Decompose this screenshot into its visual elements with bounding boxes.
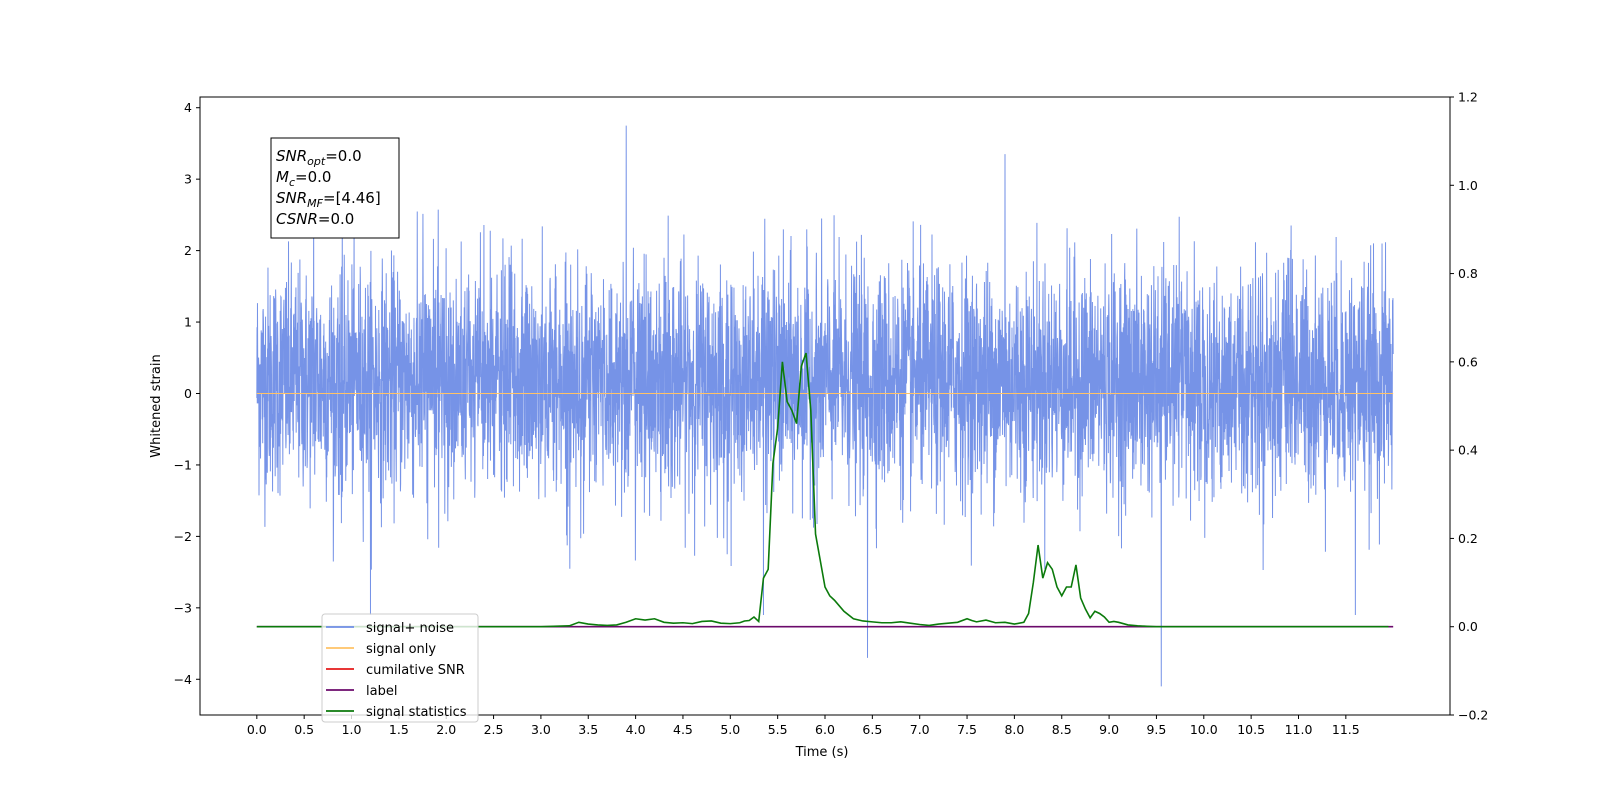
- legend-label: signal only: [366, 642, 436, 657]
- left-y-tick-label: −4: [174, 672, 192, 687]
- x-axis: 0.0 0.5 1.0 1.5 2.0 2.5 3.0 3.5 4.0 4.5 5.0 5.5 6.0 6…: [247, 715, 1360, 737]
- right-y-tick-label: 0.0: [1458, 619, 1478, 634]
- x-tick-label: 5.5: [768, 722, 788, 737]
- legend-label: signal statistics: [366, 705, 467, 720]
- x-tick-label: 4.5: [673, 722, 693, 737]
- x-tick-label: 3.0: [531, 722, 551, 737]
- x-tick-label: 10.5: [1237, 722, 1265, 737]
- x-tick-label: 1.0: [342, 722, 362, 737]
- left-y-tick-label: 3: [184, 172, 192, 187]
- annotation-line: SNRopt=0.0: [276, 147, 362, 168]
- annotation-symbol: M: [276, 168, 289, 186]
- left-y-axis: 4 3 2 1 0 −1 −2 −3 −4: [174, 100, 200, 687]
- left-y-tick-label: 2: [184, 243, 192, 258]
- annotation-line: CSNR=0.0: [276, 210, 354, 228]
- legend-frame: [321, 613, 479, 723]
- x-tick-label: 4.0: [626, 722, 646, 737]
- right-y-tick-label: 0.2: [1458, 531, 1478, 546]
- legend-label: signal+ noise: [366, 621, 454, 636]
- x-tick-label: 3.5: [578, 722, 598, 737]
- right-y-tick-label: 1.2: [1458, 90, 1478, 105]
- annotation-subscript: c: [289, 176, 295, 189]
- x-tick-label: 11.0: [1285, 722, 1313, 737]
- signal-statistics-line: [256, 352, 1389, 628]
- annotation-subscript: MF: [307, 197, 323, 210]
- annotation-subscript: opt: [307, 155, 326, 168]
- x-tick-label: 8.0: [1004, 722, 1024, 737]
- x-tick-label: 2.0: [436, 722, 456, 737]
- x-tick-label: 11.5: [1332, 722, 1360, 737]
- x-tick-label: 5.0: [720, 722, 740, 737]
- right-y-axis: 1.2 1.0 0.8 0.6 0.4 0.2 0.0 −0.2: [1450, 90, 1488, 723]
- signal-noise-line: [256, 125, 1394, 687]
- annotation-value: =0.0: [325, 147, 361, 165]
- x-tick-label: 7.5: [957, 722, 977, 737]
- annotation-frame: [270, 137, 400, 239]
- annotation-value: =[4.46]: [323, 189, 381, 207]
- annotation-value: =0.0: [295, 168, 331, 186]
- x-tick-label: 9.0: [1099, 722, 1119, 737]
- x-tick-label: 0.0: [247, 722, 267, 737]
- left-y-tick-label: −1: [174, 457, 192, 472]
- annotation-symbol: SNR: [276, 147, 307, 165]
- left-y-axis-label: Whitened strain: [149, 354, 164, 457]
- legend-label: cumilative SNR: [366, 663, 465, 678]
- left-y-tick-label: 1: [184, 315, 192, 330]
- x-tick-label: 2.5: [484, 722, 504, 737]
- x-tick-label: 10.0: [1190, 722, 1218, 737]
- legend: signal+ noise signal only cumilative SNR la…: [321, 613, 479, 723]
- right-y-tick-label: −0.2: [1458, 708, 1488, 723]
- legend-label: label: [366, 684, 397, 699]
- x-tick-label: 1.5: [389, 722, 409, 737]
- x-tick-label: 0.5: [294, 722, 314, 737]
- x-tick-label: 8.5: [1052, 722, 1072, 737]
- x-axis-label: Time (s): [795, 745, 849, 760]
- annotation-symbol: SNR: [276, 189, 307, 207]
- annotation-line: Mc=0.0: [276, 168, 331, 189]
- right-y-tick-label: 0.6: [1458, 354, 1478, 369]
- annotation-value: =0.0: [318, 210, 354, 228]
- right-y-tick-label: 0.4: [1458, 443, 1478, 458]
- signal-noise-series: [256, 125, 1394, 687]
- right-y-tick-label: 1.0: [1458, 178, 1478, 193]
- left-y-tick-label: −2: [174, 529, 192, 544]
- x-tick-label: 7.0: [910, 722, 930, 737]
- annotation-symbol: CSNR: [276, 210, 318, 228]
- left-y-tick-label: 4: [184, 100, 192, 115]
- x-tick-label: 6.0: [815, 722, 835, 737]
- annotation-line: SNRMF=[4.46]: [276, 189, 381, 210]
- x-tick-label: 6.5: [862, 722, 882, 737]
- right-y-tick-label: 0.8: [1458, 266, 1478, 281]
- x-tick-label: 9.5: [1146, 722, 1166, 737]
- left-y-tick-label: 0: [184, 386, 192, 401]
- left-y-tick-label: −3: [174, 600, 192, 615]
